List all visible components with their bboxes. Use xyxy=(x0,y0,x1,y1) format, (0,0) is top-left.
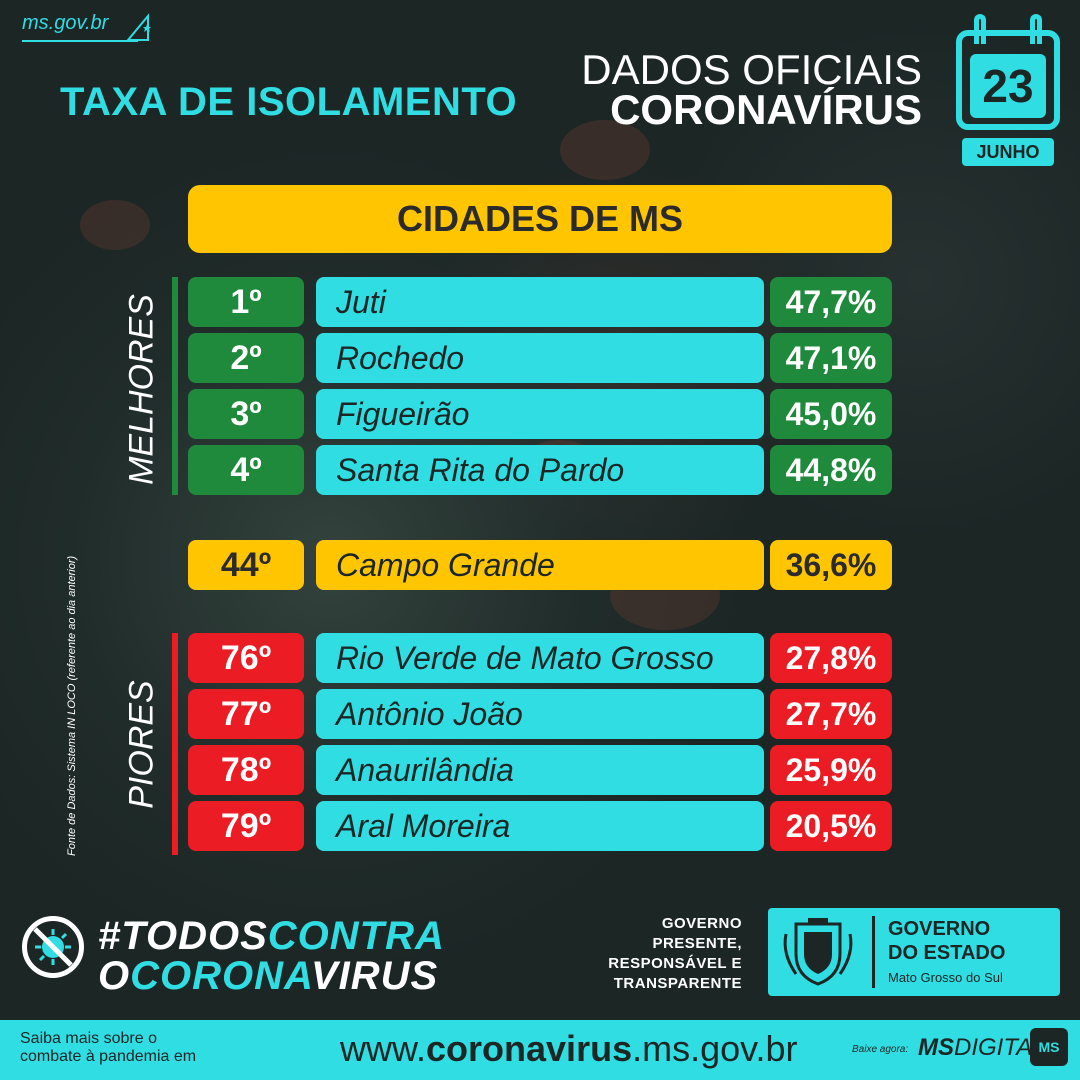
rate-cell: 25,9% xyxy=(770,745,892,795)
highlight-row: 44º Campo Grande 36,6% xyxy=(188,540,892,590)
rank-cell: 4º xyxy=(188,445,304,495)
hashtag-corona: CORONA xyxy=(130,954,311,998)
hashtag-o: O xyxy=(98,954,131,998)
hashtag-todos: #TODOS xyxy=(98,914,268,958)
table-row: 79º Aral Moreira 20,5% xyxy=(188,801,892,851)
rate-cell: 45,0% xyxy=(770,389,892,439)
hashtag-virus: VIRUS xyxy=(310,954,439,998)
background-virus-spike xyxy=(560,120,650,180)
app-name-bold: MS xyxy=(918,1034,954,1061)
rank-cell: 77º xyxy=(188,689,304,739)
table-row: 77º Antônio João 27,7% xyxy=(188,689,892,739)
ms-digital-link[interactable]: MSDIGITAL xyxy=(918,1034,1046,1062)
city-cell: Aral Moreira xyxy=(316,801,764,851)
heading-line-2: CORONAVÍRUS xyxy=(610,86,922,133)
footer-bar xyxy=(0,1020,1080,1080)
url-suffix: .ms.gov.br xyxy=(632,1028,798,1069)
rank-cell: 78º xyxy=(188,745,304,795)
logo-divider xyxy=(872,916,875,988)
ms-digital-app-icon[interactable]: MS xyxy=(1030,1028,1068,1066)
campaign-hashtag-line-1: #TODOSCONTRA xyxy=(98,914,445,959)
slogan-line: TRANSPARENTE xyxy=(613,975,742,992)
city-cell: Antônio João xyxy=(316,689,764,739)
rank-cell: 3º xyxy=(188,389,304,439)
slogan-line: PRESENTE, xyxy=(652,935,742,952)
calendar-month: JUNHO xyxy=(962,138,1054,166)
slogan-line: RESPONSÁVEL E xyxy=(608,955,742,972)
government-slogan: GOVERNO PRESENTE, RESPONSÁVEL E TRANSPAR… xyxy=(608,914,742,994)
campaign-hashtag-line-2: OCORONAVIRUS xyxy=(98,954,438,999)
rank-cell: 76º xyxy=(188,633,304,683)
table-row: 76º Rio Verde de Mato Grosso 27,8% xyxy=(188,633,892,683)
city-cell: Rio Verde de Mato Grosso xyxy=(316,633,764,683)
rate-cell: 47,1% xyxy=(770,333,892,383)
site-link[interactable]: ms.gov.br xyxy=(22,12,109,34)
rank-cell: 44º xyxy=(188,540,304,590)
rank-cell: 79º xyxy=(188,801,304,851)
table-row: 1º Juti 47,7% xyxy=(188,277,892,327)
worst-label: PIORES xyxy=(122,680,161,809)
hashtag-contra: CONTRA xyxy=(267,914,445,958)
best-label: MELHORES xyxy=(122,294,161,485)
footer-info-line: Saiba mais sobre o xyxy=(20,1030,157,1047)
table-banner: CIDADES DE MS xyxy=(188,185,892,253)
city-cell: Campo Grande xyxy=(316,540,764,590)
table-row: 78º Anaurilândia 25,9% xyxy=(188,745,892,795)
background-virus-spike xyxy=(80,200,150,250)
best-side-bar xyxy=(172,277,178,495)
footer-info-line: combate à pandemia em xyxy=(20,1048,197,1065)
rate-cell: 44,8% xyxy=(770,445,892,495)
site-underline xyxy=(22,40,138,42)
rate-cell: 27,8% xyxy=(770,633,892,683)
url-prefix: www. xyxy=(340,1028,427,1069)
no-virus-icon xyxy=(22,916,84,978)
table-row: 3º Figueirão 45,0% xyxy=(188,389,892,439)
table-row: 4º Santa Rita do Pardo 44,8% xyxy=(188,445,892,495)
logo-line-3: Mato Grosso do Sul xyxy=(888,970,1003,985)
rate-cell: 47,7% xyxy=(770,277,892,327)
rate-cell: 20,5% xyxy=(770,801,892,851)
calendar-frame xyxy=(956,30,1060,130)
rate-cell: 27,7% xyxy=(770,689,892,739)
data-source-note: Fonte de Dados: Sistema IN LOCO (referen… xyxy=(66,555,78,856)
city-cell: Rochedo xyxy=(316,333,764,383)
state-crest-icon xyxy=(783,918,853,986)
city-cell: Juti xyxy=(316,277,764,327)
calendar-icon: 23 JUNHO xyxy=(956,14,1060,166)
city-cell: Anaurilândia xyxy=(316,745,764,795)
page-title: TAXA DE ISOLAMENTO xyxy=(60,80,518,124)
slogan-line: GOVERNO xyxy=(661,915,742,932)
coronavirus-site-link[interactable]: www.coronavirus.ms.gov.br xyxy=(340,1028,797,1070)
rank-cell: 1º xyxy=(188,277,304,327)
heading-line-1: DADOS OFICIAIS xyxy=(581,46,922,93)
table-row: 2º Rochedo 47,1% xyxy=(188,333,892,383)
virus-icon xyxy=(33,927,73,967)
calendar-ring-icon xyxy=(974,14,986,44)
rank-cell: 2º xyxy=(188,333,304,383)
logo-line-1: GOVERNO xyxy=(888,918,991,940)
city-cell: Figueirão xyxy=(316,389,764,439)
calendar-day: 23 xyxy=(970,54,1046,118)
download-label: Baixe agora: xyxy=(852,1044,909,1055)
rate-cell: 36,6% xyxy=(770,540,892,590)
worst-side-bar xyxy=(172,633,178,855)
logo-line-2: DO ESTADO xyxy=(888,942,1006,964)
calendar-ring-icon xyxy=(1030,14,1042,44)
state-arrow-icon xyxy=(126,13,151,41)
url-domain: coronavirus xyxy=(426,1028,633,1069)
city-cell: Santa Rita do Pardo xyxy=(316,445,764,495)
footer-info: Saiba mais sobre o combate à pandemia em xyxy=(20,1030,196,1066)
